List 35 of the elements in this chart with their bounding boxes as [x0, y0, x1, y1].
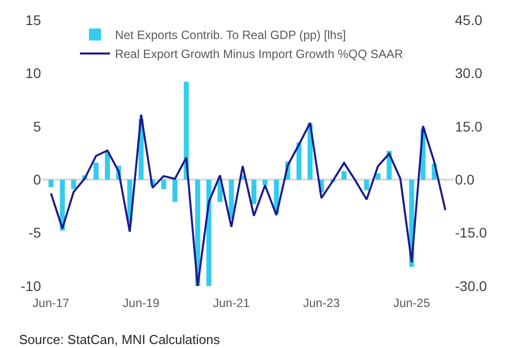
y2-tick-label: 30.0 — [455, 65, 482, 82]
x-tick-label: Jun-17 — [32, 296, 70, 310]
y-tick-label: 10 — [25, 65, 42, 82]
bar — [48, 180, 54, 188]
bar — [375, 173, 380, 180]
y2-tick-label: 0.0 — [455, 172, 475, 188]
y2-tick-label: 15.0 — [455, 118, 482, 134]
x-tick-label: Jun-23 — [303, 296, 340, 310]
y-tick-label: -10 — [20, 278, 42, 294]
bar — [296, 142, 302, 180]
y-tick-label: 15 — [25, 12, 42, 28]
y2-tick-label: 45.0 — [455, 12, 482, 28]
x-tick-label: Jun-19 — [122, 296, 160, 310]
y2-tick-label: -15.0 — [455, 224, 488, 241]
line-series — [50, 114, 446, 286]
x-tick-label: Jun-25 — [393, 296, 430, 310]
bar — [206, 180, 212, 286]
bar — [262, 180, 268, 185]
bar — [364, 180, 370, 190]
y-tick-label: -5 — [28, 224, 42, 241]
y-tick-label: 0 — [33, 172, 42, 188]
bar — [94, 162, 99, 180]
source-note: Source: StatCan, MNI Calculations — [19, 332, 220, 347]
y-tick-label: 5 — [33, 118, 42, 134]
legend-label: Net Exports Contrib. To Real GDP (pp) [lhs] — [114, 28, 346, 42]
y2-tick-label: -30.0 — [455, 278, 488, 294]
bar — [161, 180, 166, 190]
bar — [172, 180, 178, 202]
bar — [342, 171, 347, 180]
legend-label: Real Export Growth Minus Import Growth %QQ SAAR — [114, 47, 404, 62]
bar — [104, 152, 110, 180]
bar — [251, 180, 256, 204]
bar — [228, 180, 234, 219]
bar — [71, 180, 76, 190]
x-tick-label: Jun-21 — [212, 296, 250, 310]
